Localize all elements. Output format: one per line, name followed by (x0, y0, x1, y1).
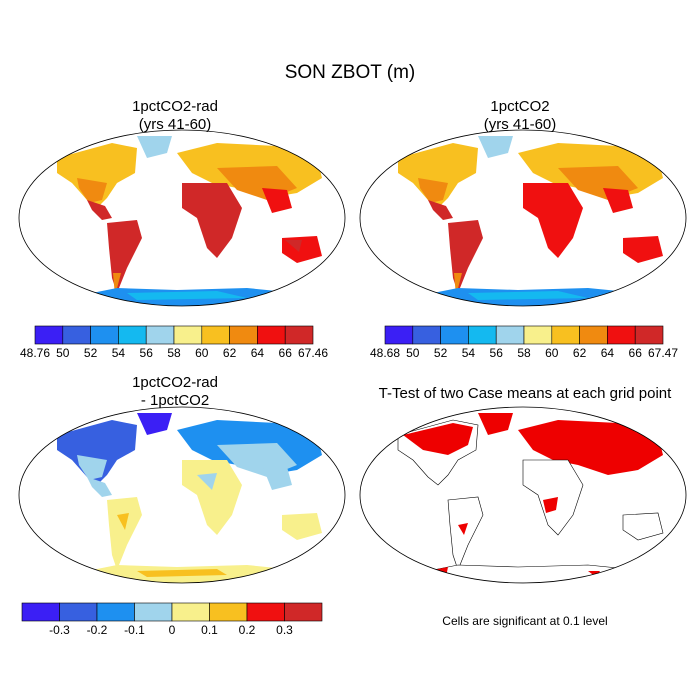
colorbar-1pctco2-rad-swatch (229, 325, 258, 345)
map-svg-1pctco2 (359, 129, 687, 307)
colorbar-1pctco2-tick-label: 67.47 (648, 346, 678, 360)
panel-title-1pctco2: 1pctCO2 (yrs 41-60) (483, 98, 557, 133)
panel-title-1pctco2-rad: 1pctCO2-rad (yrs 41-60) (132, 98, 218, 133)
colorbar-1pctco2-rad-tick-label: 62 (223, 346, 237, 360)
colorbar-1pctco2-rad-swatch (145, 325, 175, 345)
colorbar-1pctco2-swatch (412, 325, 441, 345)
colorbar-difference-swatch (59, 602, 98, 622)
colorbar-1pctco2-swatch (440, 325, 469, 345)
colorbar-1pctco2-swatch (634, 325, 664, 345)
map-difference (17, 405, 347, 585)
colorbar-difference-tick-label: 0 (169, 623, 176, 637)
colorbar-1pctco2-rad-tick-label: 58 (167, 346, 181, 360)
colorbar-difference-tick-label: -0.3 (49, 623, 70, 637)
colorbar-1pctco2: 48.68 50 52 54 56 58 60 62 64 66 67.47 (370, 325, 678, 360)
colorbar-1pctco2-swatch (579, 325, 608, 345)
colorbar-1pctco2-rad: 48.76 50 52 54 56 58 60 62 64 66 67.46 (20, 325, 328, 360)
colorbar-difference-tick-label: -0.1 (124, 623, 145, 637)
map-1pctco2-rad (17, 128, 347, 308)
map-svg-1pctco2-rad (18, 129, 346, 307)
colorbar-1pctco2-rad-swatch (118, 325, 147, 345)
colorbar-1pctco2-rad-tick-label: 60 (195, 346, 209, 360)
colorbar-1pctco2-tick-label: 54 (462, 346, 476, 360)
colorbar-difference-swatch (96, 602, 135, 622)
colorbar-1pctco2-swatch (384, 325, 414, 345)
map-svg-difference (18, 406, 346, 584)
map-1pctco2 (358, 128, 688, 308)
colorbar-1pctco2-rad-swatch (201, 325, 230, 345)
colorbar-1pctco2-rad-tick-label: 50 (56, 346, 70, 360)
colorbar-1pctco2-tick-label: 64 (601, 346, 615, 360)
colorbar-1pctco2-rad-tick-label: 52 (84, 346, 98, 360)
colorbar-1pctco2-rad-tick-label: 56 (140, 346, 154, 360)
colorbar-difference: -0.3 -0.2 -0.1 0 0.1 0.2 0.3 (21, 602, 327, 637)
colorbar-1pctco2-rad-swatch (90, 325, 119, 345)
colorbar-1pctco2-swatch (468, 325, 497, 345)
colorbar-1pctco2-rad-swatch (257, 325, 286, 345)
colorbar-1pctco2-tick-label: 62 (573, 346, 587, 360)
colorbar-1pctco2-tick-label: 52 (434, 346, 448, 360)
colorbar-1pctco2-tick-label: 66 (629, 346, 643, 360)
map-svg-ttest (359, 406, 687, 584)
colorbar-difference-tick-label: -0.2 (87, 623, 108, 637)
colorbar-difference-swatch (171, 602, 210, 622)
colorbar-1pctco2-swatch (495, 325, 525, 345)
colorbar-difference-swatch (246, 602, 285, 622)
colorbar-difference-tick-label: 0.2 (239, 623, 256, 637)
colorbar-1pctco2-rad-tick-label: 67.46 (298, 346, 328, 360)
colorbar-1pctco2-rad-swatch (173, 325, 203, 345)
colorbar-1pctco2-rad-tick-label: 66 (279, 346, 293, 360)
colorbar-1pctco2-swatch (607, 325, 636, 345)
colorbar-1pctco2-tick-label: 58 (517, 346, 531, 360)
colorbar-1pctco2-rad-tick-label: 54 (112, 346, 126, 360)
panel-title-difference: 1pctCO2-rad - 1pctCO2 (132, 374, 218, 409)
colorbar-1pctco2-rad-swatch (62, 325, 91, 345)
colorbar-difference-tick-label: 0.3 (276, 623, 293, 637)
colorbar-svg-difference: -0.3 -0.2 -0.1 0 0.1 0.2 0.3 (21, 602, 323, 637)
colorbar-difference-swatch (134, 602, 173, 622)
colorbar-1pctco2-tick-label: 56 (490, 346, 504, 360)
colorbar-1pctco2-rad-tick-label: 48.76 (20, 346, 50, 360)
colorbar-1pctco2-rad-swatch (34, 325, 64, 345)
colorbar-1pctco2-tick-label: 48.68 (370, 346, 400, 360)
significance-note: Cells are significant at 0.1 level (442, 614, 608, 628)
figure-title: SON ZBOT (m) (284, 62, 416, 83)
colorbar-difference-swatch (209, 602, 248, 622)
colorbar-difference-tick-label: 0.1 (201, 623, 218, 637)
panel-title-ttest: T-Test of two Case means at each grid po… (378, 385, 672, 402)
colorbar-svg-1pctco2-rad: 48.76 50 52 54 56 58 60 62 64 66 67.46 (20, 325, 328, 360)
colorbar-1pctco2-swatch (551, 325, 580, 345)
colorbar-1pctco2-tick-label: 60 (545, 346, 559, 360)
colorbar-1pctco2-rad-swatch (284, 325, 314, 345)
map-ttest (358, 405, 688, 585)
colorbar-svg-1pctco2: 48.68 50 52 54 56 58 60 62 64 66 67.47 (370, 325, 678, 360)
colorbar-1pctco2-swatch (523, 325, 553, 345)
colorbar-difference-swatch (21, 602, 60, 622)
colorbar-difference-swatch (284, 602, 323, 622)
colorbar-1pctco2-rad-tick-label: 64 (251, 346, 265, 360)
colorbar-1pctco2-tick-label: 50 (406, 346, 420, 360)
